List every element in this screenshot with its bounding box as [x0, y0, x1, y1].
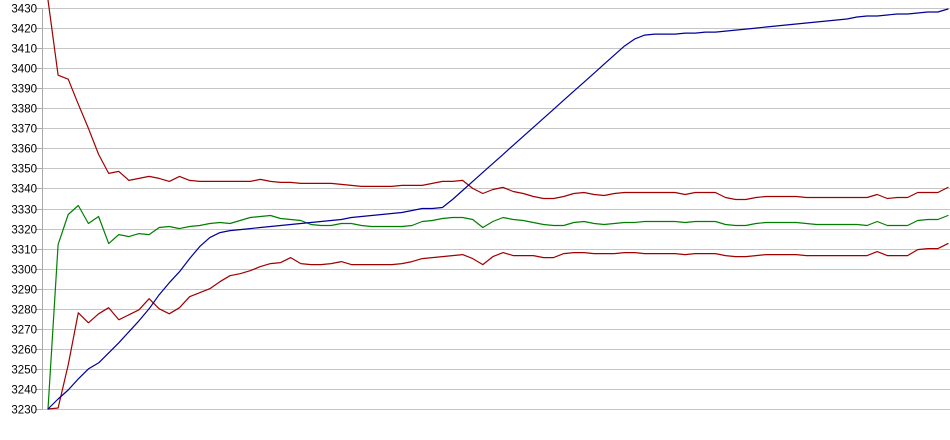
y-tick-label: 3400	[11, 64, 37, 76]
y-tick-label: 3250	[11, 365, 37, 377]
y-tick-label: 3430	[11, 4, 37, 16]
y-tick-label: 3310	[11, 245, 37, 257]
series-navy-rising-line	[47, 8, 949, 410]
y-tick-label: 3370	[11, 124, 37, 136]
y-tick-label: 3240	[11, 385, 37, 397]
y-tick-label: 3230	[11, 405, 37, 417]
y-tick-label: 3340	[11, 184, 37, 196]
y-tick-label: 3360	[11, 144, 37, 156]
y-tick-label: 3380	[11, 104, 37, 116]
y-tick-label: 3260	[11, 345, 37, 357]
y-tick-label: 3270	[11, 325, 37, 337]
series-green-mid-line	[47, 204, 949, 410]
y-tick-label: 3350	[11, 164, 37, 176]
series-dark-red-lower-band	[47, 243, 949, 410]
y-tick-label: 3330	[11, 205, 37, 217]
y-tick-label: 3410	[11, 44, 37, 56]
y-tick-label: 3390	[11, 84, 37, 96]
y-tick-label: 3420	[11, 24, 37, 36]
y-tick-label: 3320	[11, 225, 37, 237]
y-tick-label: 3280	[11, 305, 37, 317]
y-tick-label: 3290	[11, 285, 37, 297]
series-dark-red-upper-band	[47, 0, 949, 201]
y-tick-label: 3300	[11, 265, 37, 277]
